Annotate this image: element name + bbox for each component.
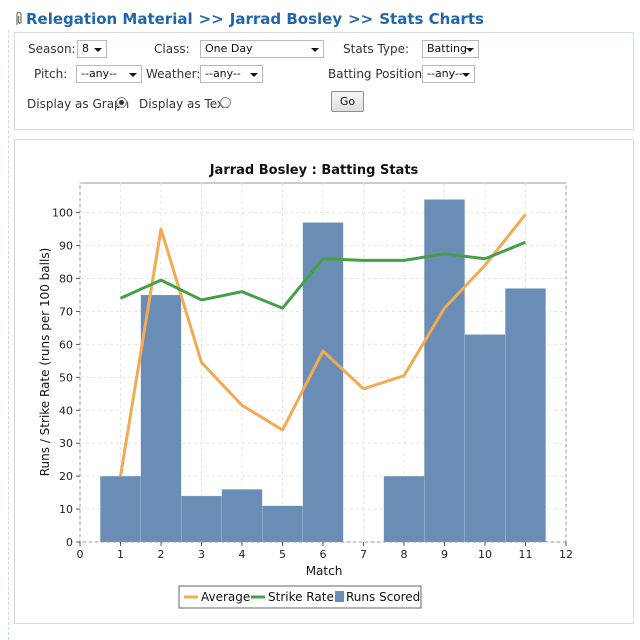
chart-legend: Average Strike Rate Runs Scored (178, 585, 422, 609)
batting-position-value: --any-- (427, 67, 463, 80)
page-left-border (0, 30, 9, 640)
class-select[interactable]: One Day (200, 40, 324, 58)
class-value: One Day (205, 42, 253, 55)
y-tick-label: 60 (59, 338, 73, 351)
y-tick-label: 0 (66, 536, 73, 549)
bar-runs-scored (262, 505, 303, 543)
series-lines (119, 213, 527, 477)
paperclip-icon (16, 11, 22, 25)
y-tick-label: 40 (59, 404, 73, 417)
x-tick-label: 7 (360, 548, 367, 561)
stats-type-select[interactable]: Batting (422, 40, 479, 58)
chevron-down-icon (311, 48, 319, 52)
bar-runs-scored (100, 475, 141, 543)
pitch-select[interactable]: --any-- (76, 65, 142, 83)
pitch-value: --any-- (81, 67, 117, 80)
stats-type-value: Batting (427, 42, 467, 55)
line-average (119, 213, 527, 477)
batting-position-label: Batting Position: (328, 67, 427, 81)
batting-stats-chart: Jarrad Bosley : Batting Stats 0102030405… (38, 163, 573, 609)
bar-runs-scored (140, 294, 182, 543)
y-tick-label: 100 (52, 207, 73, 220)
y-tick-label: 20 (59, 470, 73, 483)
class-label: Class: (154, 42, 190, 56)
x-tick-label: 4 (239, 548, 246, 561)
breadcrumb-player-link[interactable]: Jarrad Bosley (229, 10, 343, 28)
x-tick-label: 9 (441, 548, 448, 561)
go-button[interactable]: Go (331, 91, 364, 112)
x-tick-label: 0 (77, 548, 84, 561)
stats-type-label: Stats Type: (343, 42, 410, 56)
pitch-label: Pitch: (34, 67, 68, 81)
chevron-down-icon (129, 73, 137, 77)
x-tick-label: 3 (198, 548, 205, 561)
bar-runs-scored (505, 288, 546, 543)
y-tick-label: 80 (59, 273, 73, 286)
x-tick-label: 6 (320, 548, 327, 561)
x-tick-label: 5 (279, 548, 286, 561)
x-tick-label: 1 (117, 548, 124, 561)
chevron-down-icon (250, 73, 258, 77)
breadcrumb-separator: >> (348, 10, 374, 28)
display-graph-label: Display as Graph (27, 97, 130, 111)
bar-runs-scored (221, 489, 263, 543)
chevron-down-icon (466, 48, 474, 52)
y-tick-label: 70 (59, 305, 73, 318)
bar-runs-scored (181, 495, 222, 543)
y-tick-label: 30 (59, 437, 73, 450)
breadcrumb-team-link[interactable]: Relegation Material (26, 10, 193, 28)
bar-runs-scored (302, 222, 344, 543)
y-tick-label: 50 (59, 371, 73, 384)
y-tick-label: 90 (59, 240, 73, 253)
bar-runs-scored (424, 199, 465, 543)
season-value: 8 (82, 42, 89, 55)
x-tick-label: 12 (559, 548, 573, 561)
x-tick-label: 11 (519, 548, 533, 561)
season-select[interactable]: 8 (77, 40, 107, 58)
x-tick-label: 2 (158, 548, 165, 561)
display-graph-radio[interactable] (116, 97, 127, 108)
legend-label-runs-scored: Runs Scored (346, 590, 420, 604)
legend-box (178, 585, 422, 609)
weather-select[interactable]: --any-- (200, 65, 263, 83)
y-axis-label: Runs / Strike Rate (runs per 100 balls) (38, 248, 52, 477)
y-tick-label: 10 (59, 503, 73, 516)
weather-value: --any-- (205, 67, 241, 80)
filter-panel: Season: 8 Class: One Day Stats Type: Bat… (14, 32, 634, 130)
season-label: Season: (28, 42, 76, 56)
chevron-down-icon (462, 73, 470, 77)
batting-position-select[interactable]: --any-- (422, 65, 475, 83)
legend-label-strike-rate: Strike Rate (268, 590, 334, 604)
legend-label-average: Average (201, 590, 250, 604)
x-tick-label: 10 (478, 548, 492, 561)
display-text-label: Display as Text (139, 97, 229, 111)
x-axis-label: Match (306, 564, 343, 578)
display-text-radio[interactable] (220, 97, 231, 108)
breadcrumb-separator: >> (198, 10, 224, 28)
bar-runs-scored (383, 475, 425, 543)
bar-runs-scored (464, 334, 506, 543)
x-tick-label: 8 (401, 548, 408, 561)
breadcrumb-current-page: Stats Charts (379, 10, 484, 28)
chevron-down-icon (94, 48, 102, 52)
breadcrumb: Relegation Material >> Jarrad Bosley >> … (14, 8, 484, 30)
weather-label: Weather: (146, 67, 201, 81)
legend-swatch-runs-scored (335, 591, 344, 602)
chart-title: Jarrad Bosley : Batting Stats (209, 163, 419, 178)
line-strike-rate (119, 240, 527, 310)
chart-panel: Jarrad Bosley : Batting Stats 0 10 20 30 40 5… (14, 139, 634, 624)
